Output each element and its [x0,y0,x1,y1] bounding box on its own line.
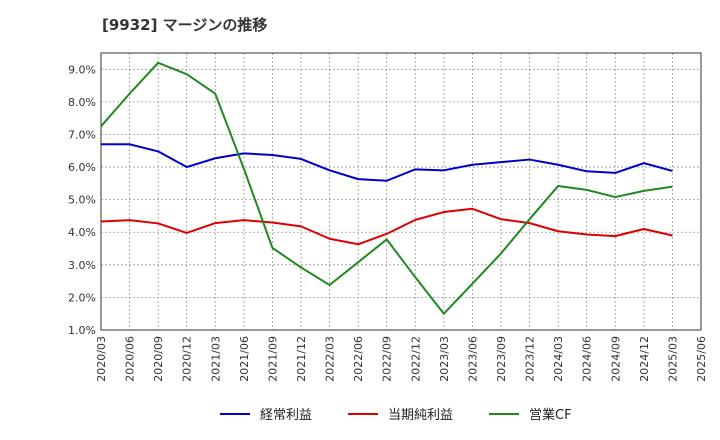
x-tick-label: 2025/06 [695,336,708,382]
legend-label: 当期純利益 [388,408,453,423]
y-tick-label: 1.0% [68,324,96,337]
x-tick-label: 2024/03 [552,336,565,382]
x-tick-label: 2022/12 [409,336,422,382]
y-tick-label: 9.0% [68,63,96,76]
plot-frame [100,52,702,331]
x-tick-label: 2023/06 [466,336,479,382]
x-tick-label: 2022/03 [324,336,337,382]
series-line [100,207,673,246]
y-tick-label: 3.0% [68,259,96,272]
legend-label: 営業CF [529,407,572,423]
x-tick-label: 2023/12 [524,336,537,382]
y-tick-label: 2.0% [68,291,96,304]
x-tick-label: 2024/09 [609,336,622,382]
x-tick-label: 2021/12 [295,336,308,382]
y-tick-label: 7.0% [68,128,96,141]
x-tick-label: 2024/12 [638,336,651,382]
series-line [100,61,673,315]
x-tick-label: 2023/03 [438,336,451,382]
chart-title: [9932] マージンの推移 [102,16,268,34]
x-tick-label: 2021/09 [266,336,279,382]
x-tick-label: 2020/06 [124,336,137,382]
x-tick-label: 2023/09 [495,336,508,382]
x-tick-label: 2020/09 [152,336,165,382]
y-tick-label: 4.0% [68,226,96,239]
y-tick-label: 5.0% [68,194,96,207]
x-tick-label: 2022/09 [381,336,394,382]
x-tick-label: 2021/06 [238,336,251,382]
x-tick-label: 2025/03 [666,336,679,382]
y-tick-label: 6.0% [68,161,96,174]
y-tick-label: 8.0% [68,96,96,109]
x-tick-label: 2024/06 [581,336,594,382]
legend-label: 経常利益 [260,408,312,423]
x-tick-label: 2021/03 [209,336,222,382]
x-tick-label: 2020/03 [95,336,108,382]
x-tick-label: 2022/06 [352,336,365,382]
series-line [101,143,673,182]
x-tick-label: 2020/12 [181,336,194,382]
